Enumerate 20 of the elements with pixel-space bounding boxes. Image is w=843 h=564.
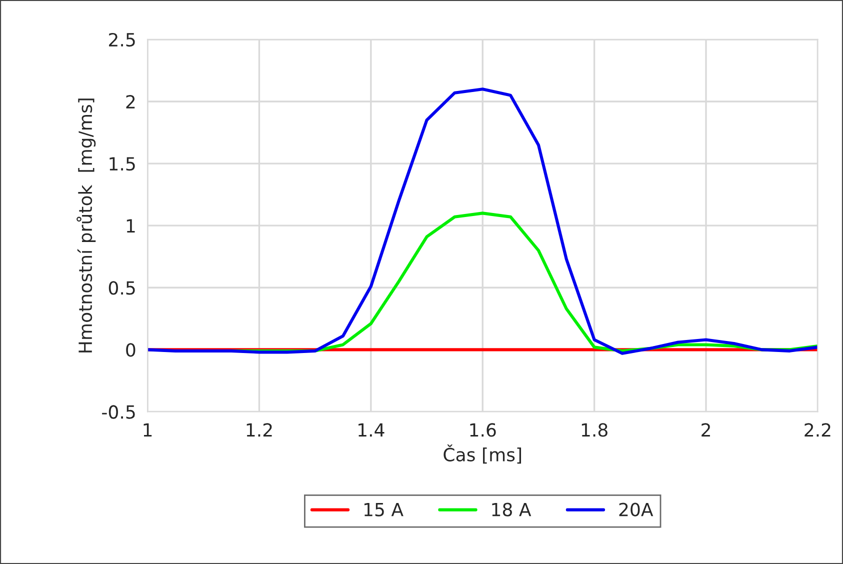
legend-label: 20A (619, 502, 654, 516)
line-series (148, 88, 818, 355)
x-tick-label: 1.6 (470, 423, 496, 437)
x-tick-label: 1 (144, 423, 152, 437)
y-tick-label: 2 (126, 94, 135, 108)
y-tick-label: 1.5 (110, 157, 135, 171)
x-tick-label: 1.4 (358, 423, 384, 437)
x-tick-label: 1.8 (582, 423, 608, 437)
x-tick-label: 2.2 (804, 423, 830, 437)
y-tick-label: 0.5 (108, 281, 135, 295)
y-tick-label: 0 (126, 343, 136, 357)
x-tick-label: 2 (702, 423, 710, 437)
y-tick-label: -0.5 (102, 405, 135, 419)
y-axis-title: Hmotnostní průtok [mg/ms] (76, 98, 96, 352)
x-tick-label: 1.2 (246, 423, 272, 437)
y-tick-label: 2.5 (109, 32, 135, 47)
legend-label: 18 A (492, 502, 532, 516)
legend-label: 15 A (364, 502, 404, 516)
x-axis-title: Čas [ms] (444, 444, 522, 464)
y-tick-label: 1 (126, 219, 135, 232)
